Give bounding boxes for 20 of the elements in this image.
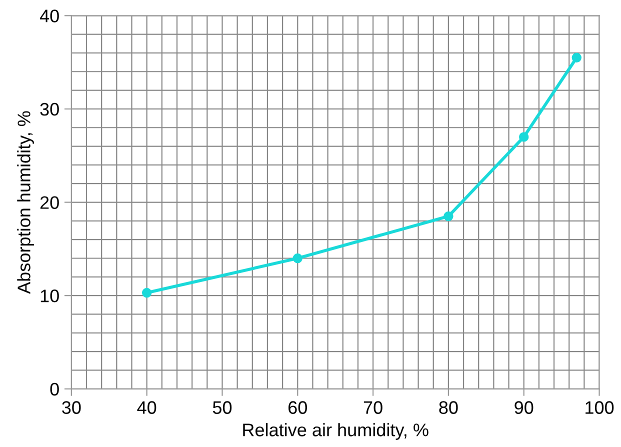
y-tick-label: 40 (40, 10, 59, 22)
x-tick-label: 60 (288, 401, 307, 414)
x-tick-label: 100 (586, 401, 614, 414)
y-tick-label: 30 (40, 102, 59, 116)
x-tick-label: 70 (364, 401, 382, 414)
x-tick-label: 90 (514, 401, 534, 414)
x-tick-label: 40 (137, 401, 156, 414)
point (444, 211, 454, 222)
x-tick-label: 80 (439, 401, 458, 414)
y-tick-label: 0 (50, 382, 59, 396)
point (518, 132, 529, 142)
x-axis-title: Relative air humidity, % (243, 423, 428, 440)
y-tick-label: 10 (40, 290, 59, 302)
point (142, 288, 152, 298)
x-tick-label: 30 (62, 401, 81, 414)
point (572, 52, 582, 62)
y-tick-label: 20 (40, 196, 59, 209)
x-tick-label: 50 (212, 401, 232, 414)
y-axis-title: Absorption humidity, % (17, 111, 34, 294)
point (292, 253, 302, 264)
